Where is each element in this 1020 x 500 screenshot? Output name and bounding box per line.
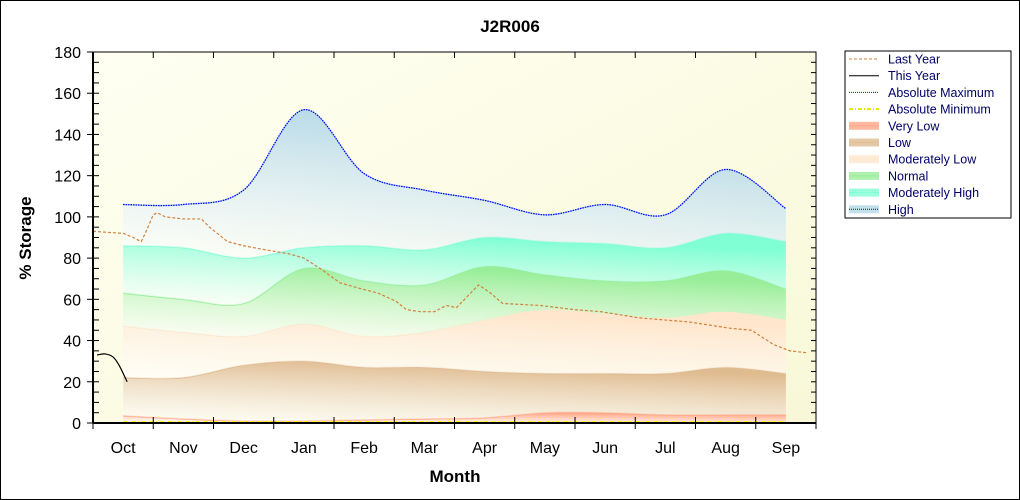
- y-tick-label: 100: [54, 210, 81, 227]
- x-tick-label: Dec: [229, 440, 257, 457]
- legend-label: Moderately Low: [888, 153, 977, 167]
- x-tick-label: Apr: [472, 440, 498, 457]
- x-tick-label: Nov: [169, 440, 197, 457]
- x-tick-label: Oct: [111, 440, 136, 457]
- legend-label: Moderately High: [888, 186, 979, 200]
- x-tick-label: May: [530, 440, 560, 457]
- line-last-year: [92, 212, 809, 354]
- chart-title: J2R006: [480, 17, 540, 36]
- x-tick-label: Jun: [592, 440, 618, 457]
- y-tick-label: 140: [54, 127, 81, 144]
- x-tick-label: Jan: [291, 440, 317, 457]
- band-moderately-low: [123, 309, 786, 379]
- x-tick-label: Aug: [711, 440, 739, 457]
- x-tick-label: Jul: [655, 440, 675, 457]
- x-axis-label: Month: [430, 467, 481, 486]
- x-tick-label: Mar: [411, 440, 439, 457]
- y-tick-label: 180: [54, 45, 81, 62]
- band-normal: [123, 266, 786, 337]
- legend-label: This Year: [888, 69, 940, 83]
- y-tick-label: 40: [63, 334, 81, 351]
- y-tick-label: 20: [63, 375, 81, 392]
- band-moderately-high: [123, 233, 786, 306]
- legend-label: Very Low: [888, 119, 940, 133]
- line-absolute-maximum: [123, 109, 787, 217]
- y-tick-label: 160: [54, 86, 81, 103]
- legend-label: Absolute Maximum: [888, 86, 994, 100]
- band-low: [123, 361, 786, 422]
- legend: Last Year This Year Absolute Maximum Absolu…: [844, 50, 1012, 219]
- legend-label: Low: [888, 136, 912, 150]
- legend-label: Normal: [888, 169, 928, 183]
- y-tick-label: 80: [63, 251, 81, 268]
- y-axis-label: % Storage: [16, 196, 35, 279]
- legend-label: High: [888, 203, 914, 217]
- band-very-low: [123, 412, 786, 423]
- x-tick-label: Sep: [772, 440, 801, 457]
- x-tick-label: Feb: [350, 440, 378, 457]
- legend-label: Last Year: [888, 53, 940, 67]
- y-tick-label: 0: [72, 416, 81, 433]
- band-high: [123, 109, 786, 259]
- y-tick-label: 60: [63, 292, 81, 309]
- line-this-year: [96, 353, 128, 383]
- y-tick-label: 120: [54, 169, 81, 186]
- legend-label: Absolute Minimum: [888, 103, 991, 117]
